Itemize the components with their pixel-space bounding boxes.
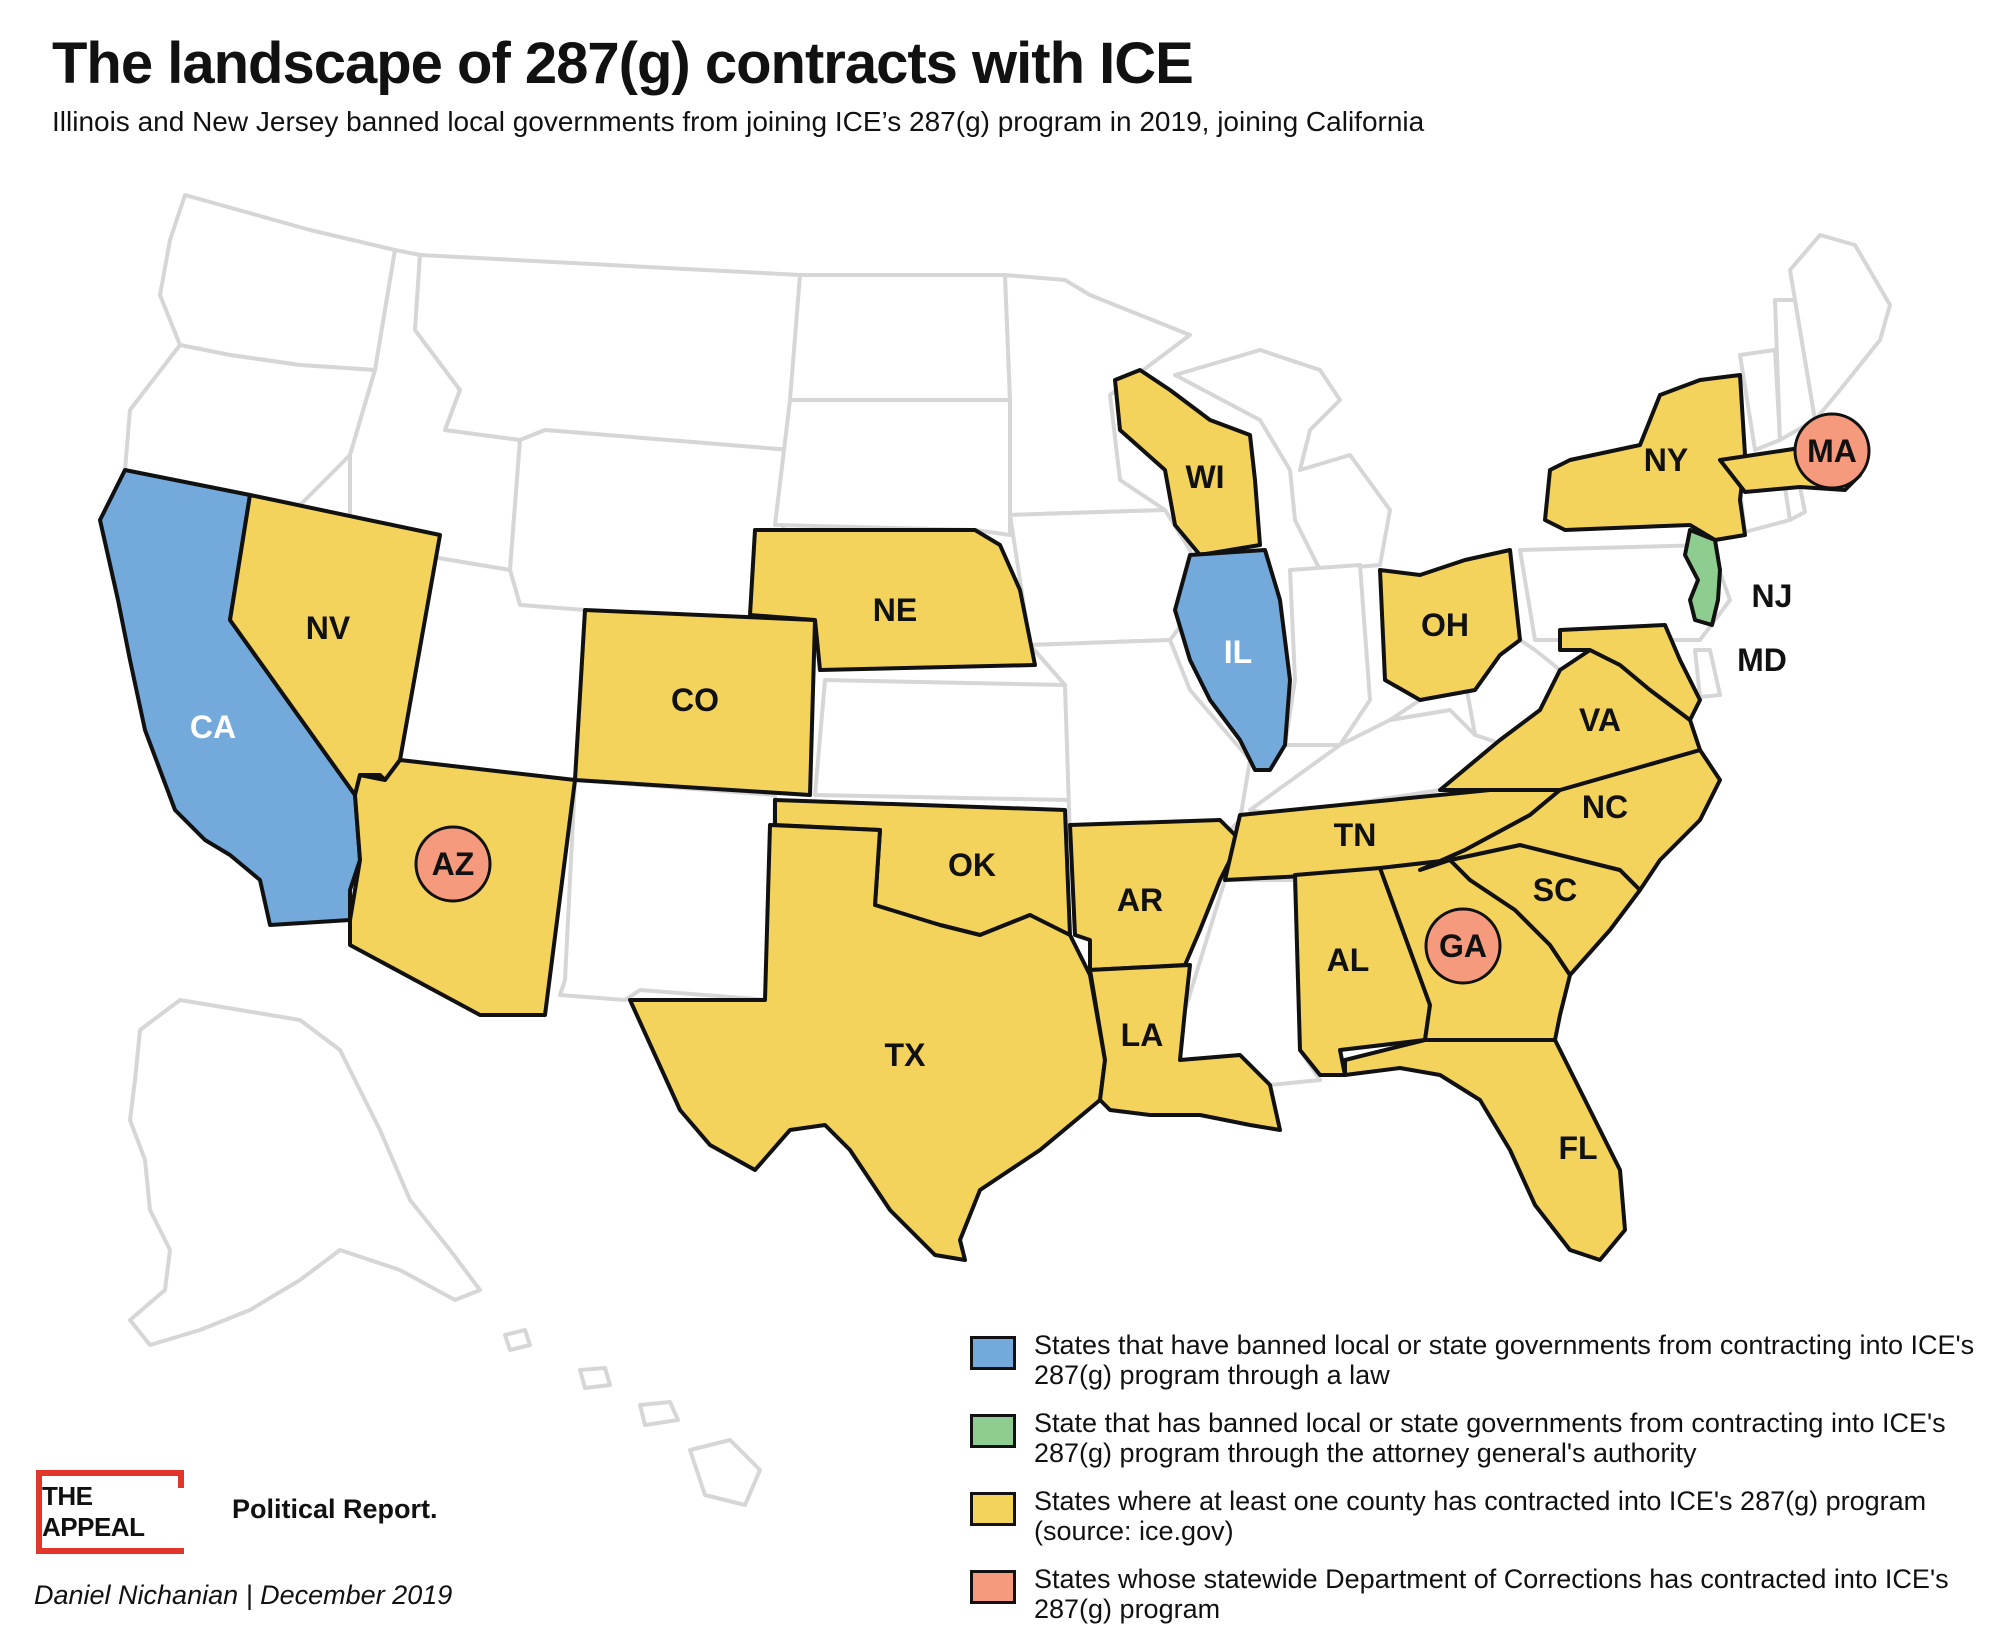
state-shape-il bbox=[1173, 548, 1292, 772]
map-title: The landscape of 287(g) contracts with I… bbox=[52, 31, 1194, 96]
doc-marker-az bbox=[414, 825, 492, 903]
state-label-az: AZ bbox=[432, 846, 475, 882]
legend-label: State that has banned local or state gov… bbox=[1034, 1408, 1946, 1468]
context-state-de bbox=[1693, 648, 1722, 699]
state-label-tn: TN bbox=[1334, 817, 1377, 853]
the-appeal-logo: THE APPEAL bbox=[36, 1470, 186, 1554]
state-label-md: MD bbox=[1737, 642, 1787, 678]
state-labels: CA IL NJ NV AZ CO NE WI OH NY MA MD VA NC TN OK AR TX LA AL… bbox=[190, 433, 1857, 1166]
legend-swatch-banned-law bbox=[970, 1336, 1016, 1370]
legend-label: States that have banned local or state g… bbox=[1034, 1330, 1975, 1390]
state-label-sc: SC bbox=[1533, 872, 1577, 908]
state-shape-tx bbox=[628, 823, 1107, 1262]
context-states-layer bbox=[123, 193, 1892, 1507]
context-state-vt bbox=[1738, 348, 1782, 452]
context-state-mi bbox=[1173, 348, 1392, 572]
state-label-fl: FL bbox=[1558, 1130, 1597, 1166]
state-label-ne: NE bbox=[873, 592, 917, 628]
state-shape-ny bbox=[1543, 373, 1747, 542]
state-shape-nc bbox=[1418, 748, 1722, 892]
logo-tagline: Political Report. bbox=[232, 1494, 438, 1524]
state-shape-ne bbox=[748, 528, 1037, 672]
state-label-nc: NC bbox=[1582, 789, 1628, 825]
state-label-la: LA bbox=[1121, 1017, 1164, 1053]
context-state-ia bbox=[1008, 508, 1202, 647]
legend-item-banned-law: States that have banned local or state g… bbox=[970, 1330, 1984, 1390]
state-label-il: IL bbox=[1224, 634, 1252, 670]
state-label-ca: CA bbox=[190, 709, 236, 745]
legend-item-county-contract: States where at least one county has con… bbox=[970, 1486, 1984, 1546]
context-state-hi-1 bbox=[503, 1328, 532, 1352]
legend-swatch-county-contract bbox=[970, 1492, 1016, 1526]
context-state-wy bbox=[508, 428, 792, 627]
context-state-hi-3 bbox=[638, 1400, 680, 1427]
context-state-mn bbox=[1003, 273, 1192, 517]
state-label-co: CO bbox=[671, 682, 719, 718]
doc-marker-ga bbox=[1424, 907, 1502, 985]
context-state-sd bbox=[773, 398, 1012, 537]
state-label-va: VA bbox=[1579, 702, 1621, 738]
state-label-wi: WI bbox=[1185, 459, 1224, 495]
state-label-al: AL bbox=[1327, 942, 1370, 978]
context-state-ks bbox=[813, 678, 1072, 802]
context-state-ak bbox=[128, 998, 482, 1347]
byline-credit: Daniel Nichanian | December 2019 bbox=[34, 1580, 453, 1610]
state-shape-la bbox=[1088, 963, 1282, 1132]
state-shape-fl bbox=[1343, 1038, 1627, 1262]
state-label-ma: MA bbox=[1807, 433, 1857, 469]
context-state-in bbox=[1283, 563, 1372, 747]
state-label-nj: NJ bbox=[1752, 578, 1793, 614]
state-label-ok: OK bbox=[948, 847, 996, 883]
state-label-ga: GA bbox=[1439, 928, 1487, 964]
state-shape-wi bbox=[1113, 368, 1262, 557]
context-state-ri bbox=[1783, 485, 1807, 522]
state-label-tx: TX bbox=[885, 1037, 927, 1073]
legend-swatch-banned-ag bbox=[970, 1414, 1016, 1448]
state-label-oh: OH bbox=[1421, 607, 1469, 643]
doc-contract-markers bbox=[414, 412, 1871, 985]
logo-wordmark: THE APPEAL bbox=[42, 1481, 145, 1542]
context-state-or bbox=[123, 343, 377, 507]
legend-item-banned-ag: State that has banned local or state gov… bbox=[970, 1408, 1984, 1468]
state-label-ar: AR bbox=[1117, 882, 1163, 918]
state-shape-co bbox=[573, 608, 817, 797]
legend-label: States whose statewide Department of Cor… bbox=[1034, 1564, 1949, 1624]
state-shape-ar bbox=[1068, 818, 1242, 972]
context-state-me bbox=[1788, 233, 1892, 422]
state-shape-nj bbox=[1683, 528, 1722, 627]
state-shape-nv bbox=[228, 493, 442, 797]
legend-swatch-doc-contract bbox=[970, 1570, 1016, 1604]
doc-marker-ma bbox=[1793, 412, 1871, 490]
state-label-ny: NY bbox=[1644, 442, 1688, 478]
state-label-nv: NV bbox=[306, 610, 351, 646]
context-state-hi-2 bbox=[578, 1366, 612, 1390]
context-state-mt bbox=[413, 253, 802, 452]
context-state-nd bbox=[788, 273, 1012, 402]
context-state-nm bbox=[558, 778, 777, 1002]
legend-label: States where at least one county has con… bbox=[1034, 1486, 1927, 1546]
context-state-wa bbox=[158, 193, 397, 372]
state-shape-oh bbox=[1378, 548, 1522, 702]
legend-item-doc-contract: States whose statewide Department of Cor… bbox=[970, 1564, 1984, 1624]
context-state-hi-4 bbox=[688, 1438, 762, 1507]
map-subtitle: Illinois and New Jersey banned local gov… bbox=[52, 106, 1425, 137]
state-shape-md bbox=[1558, 623, 1702, 722]
